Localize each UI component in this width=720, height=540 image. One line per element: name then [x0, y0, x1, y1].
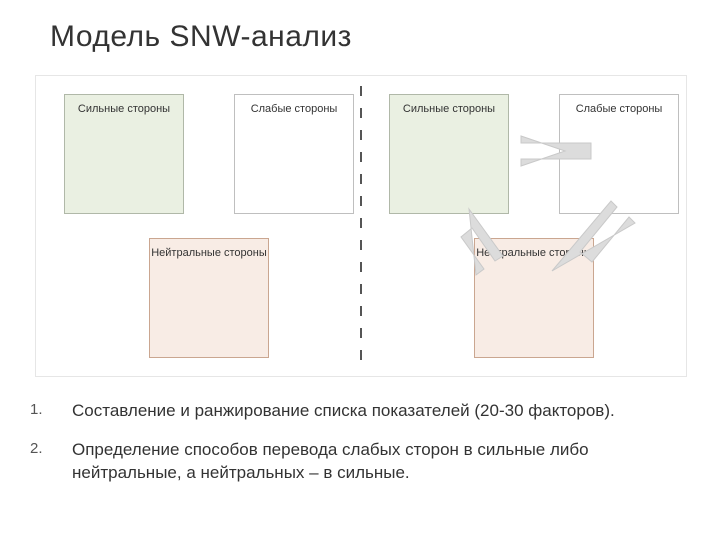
page-title: Модель SNW-анализ — [50, 20, 352, 54]
list-item: 2. Определение способов перевода слабых с… — [30, 439, 690, 485]
box-r-strong: Сильные стороны — [389, 94, 509, 214]
diagram-panel-right: Сильные стороны Слабые стороны Нейтральные… — [361, 76, 686, 376]
list-item-text: Составление и ранжирование списка показа… — [72, 401, 615, 420]
list-item-number: 1. — [30, 400, 43, 420]
box-l-weak: Слабые стороны — [234, 94, 354, 214]
diagram-panel-left: Сильные стороны Слабые стороны Нейтральные… — [36, 76, 361, 376]
list-item-text: Определение способов перевода слабых сто… — [72, 440, 589, 482]
box-l-strong: Сильные стороны — [64, 94, 184, 214]
list-item-number: 2. — [30, 439, 43, 459]
box-r-weak: Слабые стороны — [559, 94, 679, 214]
list-item: 1. Составление и ранжирование списка пока… — [30, 400, 690, 423]
steps-list: 1. Составление и ранжирование списка пока… — [30, 400, 690, 501]
box-l-neutral: Нейтральные стороны — [149, 238, 269, 358]
slide: Модель SNW-анализ Сильные стороны Слабые … — [0, 0, 720, 540]
box-r-neutral: Нейтральные стороны — [474, 238, 594, 358]
snw-diagram: Сильные стороны Слабые стороны Нейтральные… — [35, 75, 687, 377]
